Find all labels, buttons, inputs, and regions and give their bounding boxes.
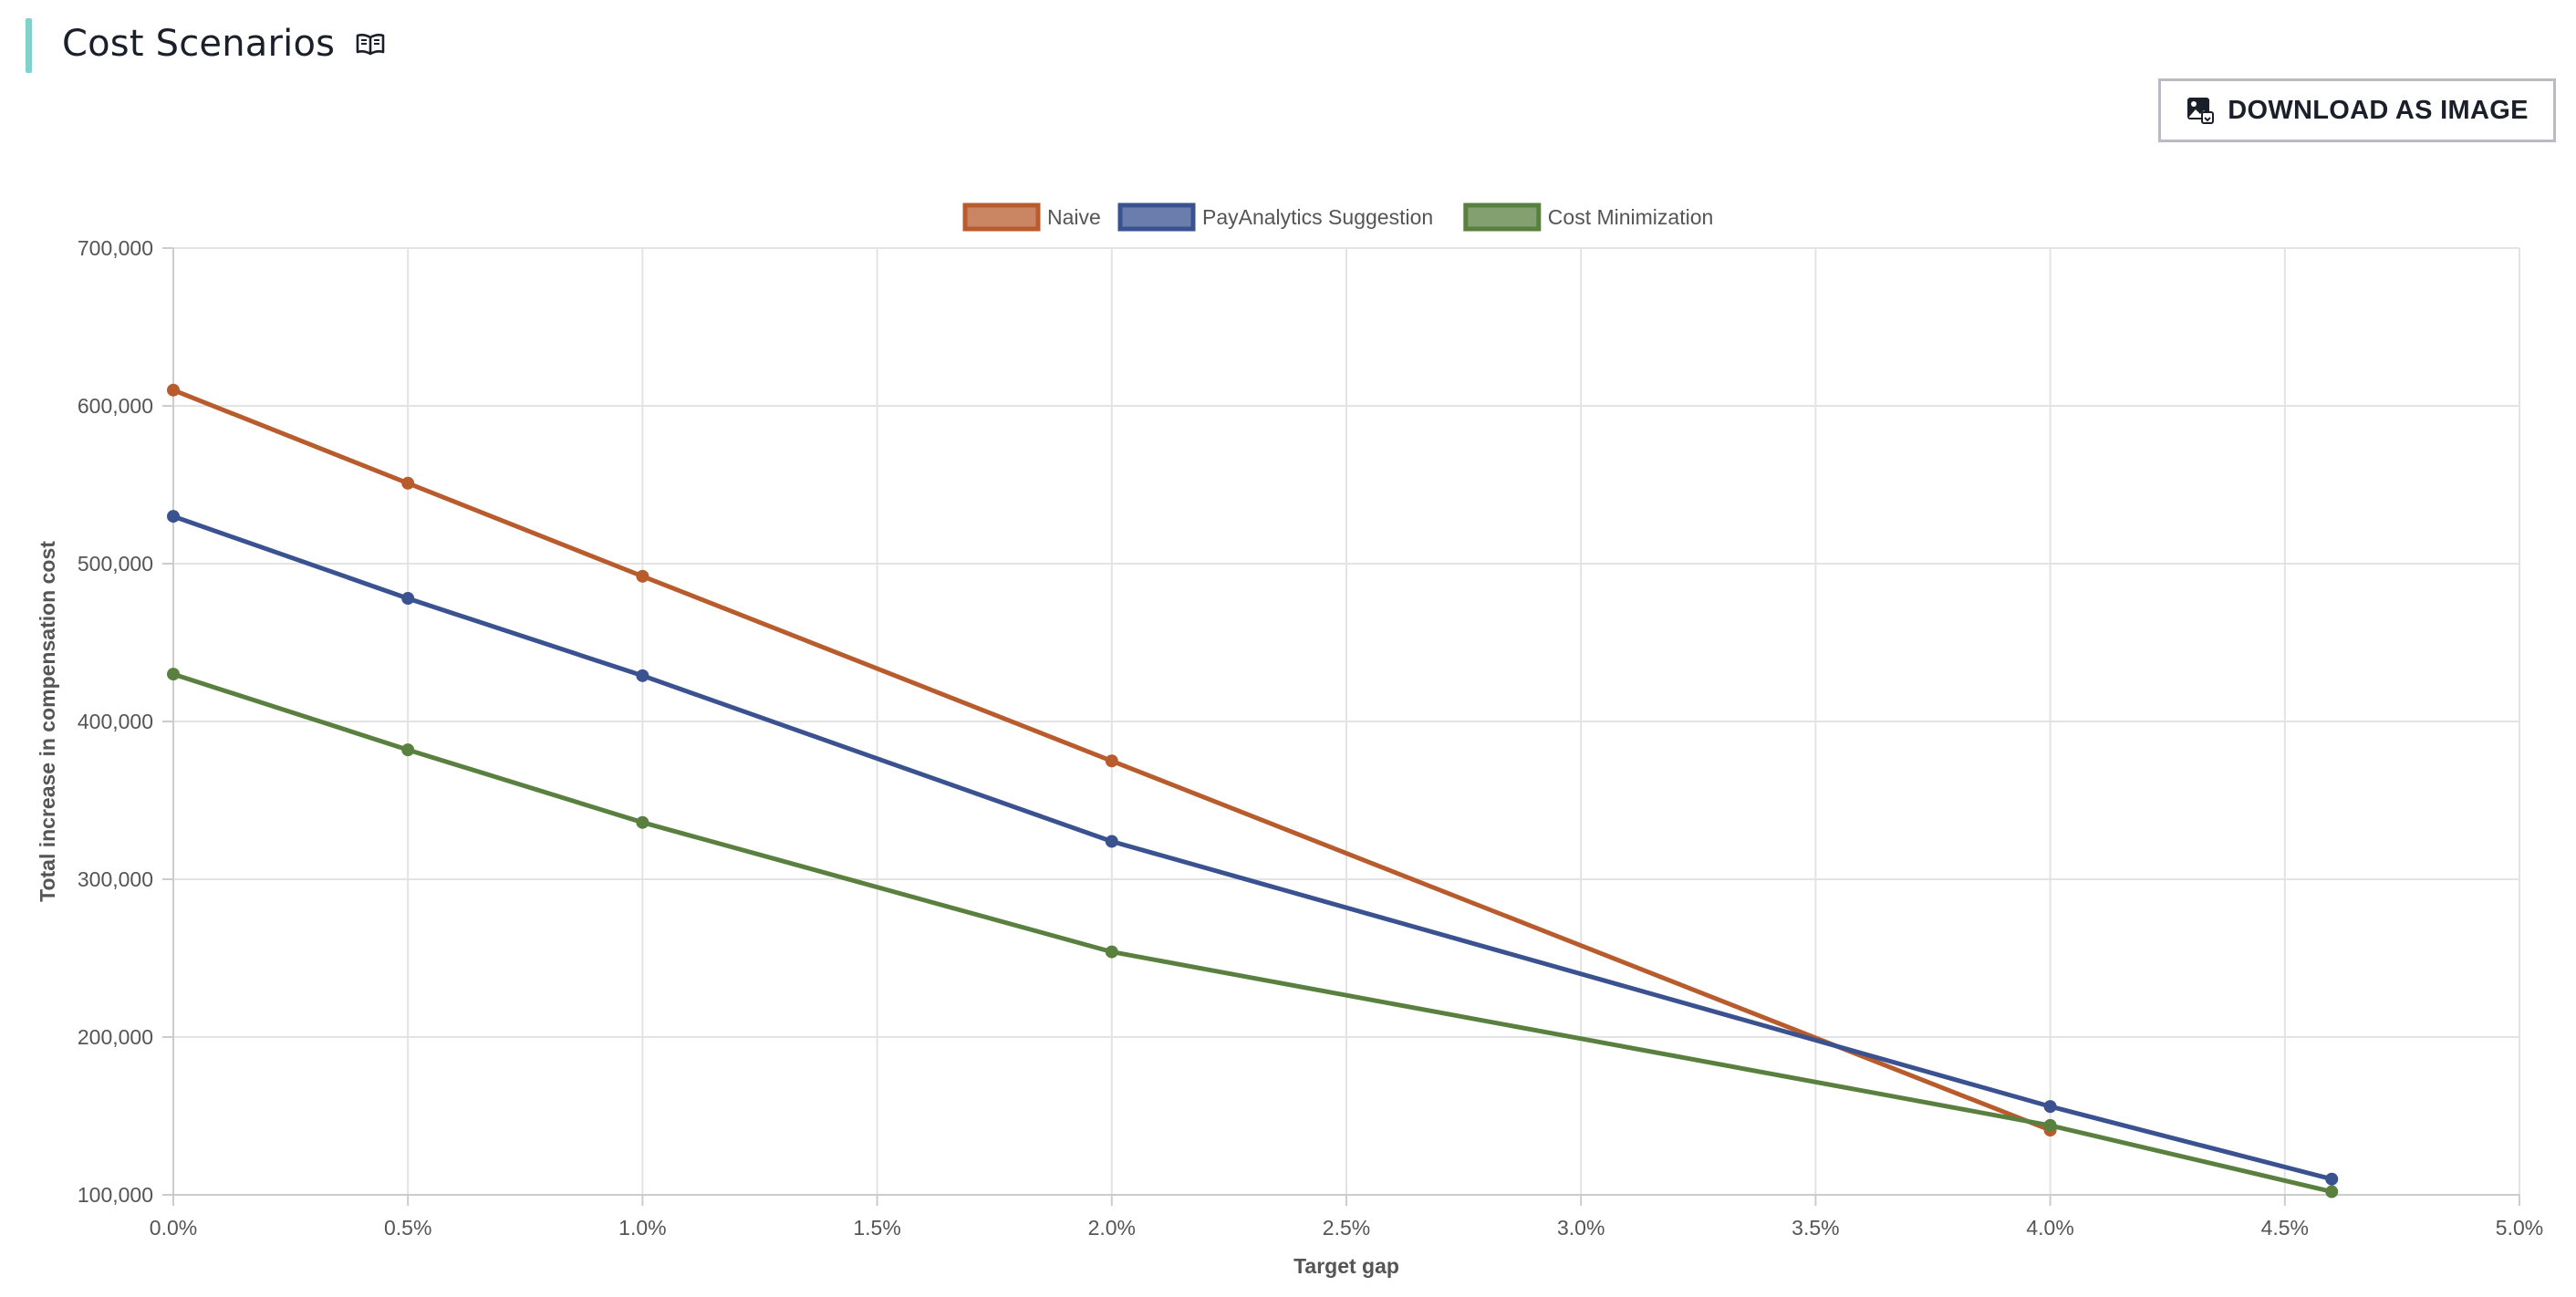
image-icon <box>2187 98 2215 124</box>
x-tick-label: 1.0% <box>618 1216 666 1240</box>
chart-legend: Naive PayAnalytics Suggestion Cost Minimiz… <box>962 202 1714 232</box>
title-accent-bar <box>26 18 32 73</box>
x-tick-label: 3.0% <box>1557 1216 1605 1240</box>
data-point <box>1105 754 1118 768</box>
data-point <box>636 669 649 682</box>
series-line-1 <box>171 514 2334 1182</box>
data-point <box>167 383 180 397</box>
y-axis-title: Total increase in compensation cost <box>36 541 59 902</box>
series-line-2 <box>171 671 2334 1194</box>
data-point <box>1105 835 1118 848</box>
legend-label: Naive <box>1047 205 1101 229</box>
y-tick-label: 200,000 <box>78 1025 153 1049</box>
legend-label: PayAnalytics Suggestion <box>1202 205 1433 229</box>
chart-grid <box>172 247 2520 1196</box>
book-icon[interactable] <box>356 31 385 57</box>
chart-axes: 0.0% 0.5% 1.0% 1.5% 2.0% 2.5% 3.0% 3.5% 4.0% 4.5%… <box>36 236 2543 1278</box>
x-tick-label: 0.0% <box>150 1216 197 1240</box>
data-point <box>401 743 415 757</box>
data-point <box>2325 1172 2339 1186</box>
x-tick-label: 4.0% <box>2026 1216 2073 1240</box>
x-tick-label: 3.5% <box>1792 1216 1839 1240</box>
data-point <box>2043 1118 2057 1132</box>
chart-series <box>167 383 2339 1198</box>
data-point <box>1105 945 1118 959</box>
legend-swatch <box>962 202 1041 232</box>
x-tick-label: 4.5% <box>2261 1216 2309 1240</box>
x-tick-label: 2.5% <box>1323 1216 1370 1240</box>
data-point <box>636 569 649 583</box>
legend-swatch <box>1463 202 1542 232</box>
x-tick-label: 0.5% <box>384 1216 431 1240</box>
data-point <box>401 476 415 490</box>
x-tick-label: 2.0% <box>1088 1216 1136 1240</box>
x-tick-label: 5.0% <box>2496 1216 2543 1240</box>
data-point <box>401 592 415 606</box>
legend-swatch <box>1117 202 1196 232</box>
y-tick-label: 500,000 <box>78 552 153 576</box>
data-point <box>2325 1185 2339 1198</box>
data-point <box>167 510 180 524</box>
download-button-label: DOWNLOAD AS IMAGE <box>2228 95 2529 125</box>
x-tick-label: 1.5% <box>853 1216 900 1240</box>
data-point <box>167 668 180 681</box>
page-title: Cost Scenarios <box>62 23 336 65</box>
data-point <box>636 815 649 829</box>
x-axis-title: Target gap <box>1293 1254 1399 1278</box>
y-tick-label: 100,000 <box>78 1183 153 1207</box>
y-tick-label: 300,000 <box>78 867 153 891</box>
legend-label: Cost Minimization <box>1548 205 1714 229</box>
y-tick-label: 400,000 <box>78 710 153 733</box>
download-as-image-button[interactable]: DOWNLOAD AS IMAGE <box>2158 78 2556 142</box>
y-tick-label: 700,000 <box>78 236 153 260</box>
data-point <box>2043 1100 2057 1114</box>
y-tick-label: 600,000 <box>78 394 153 418</box>
